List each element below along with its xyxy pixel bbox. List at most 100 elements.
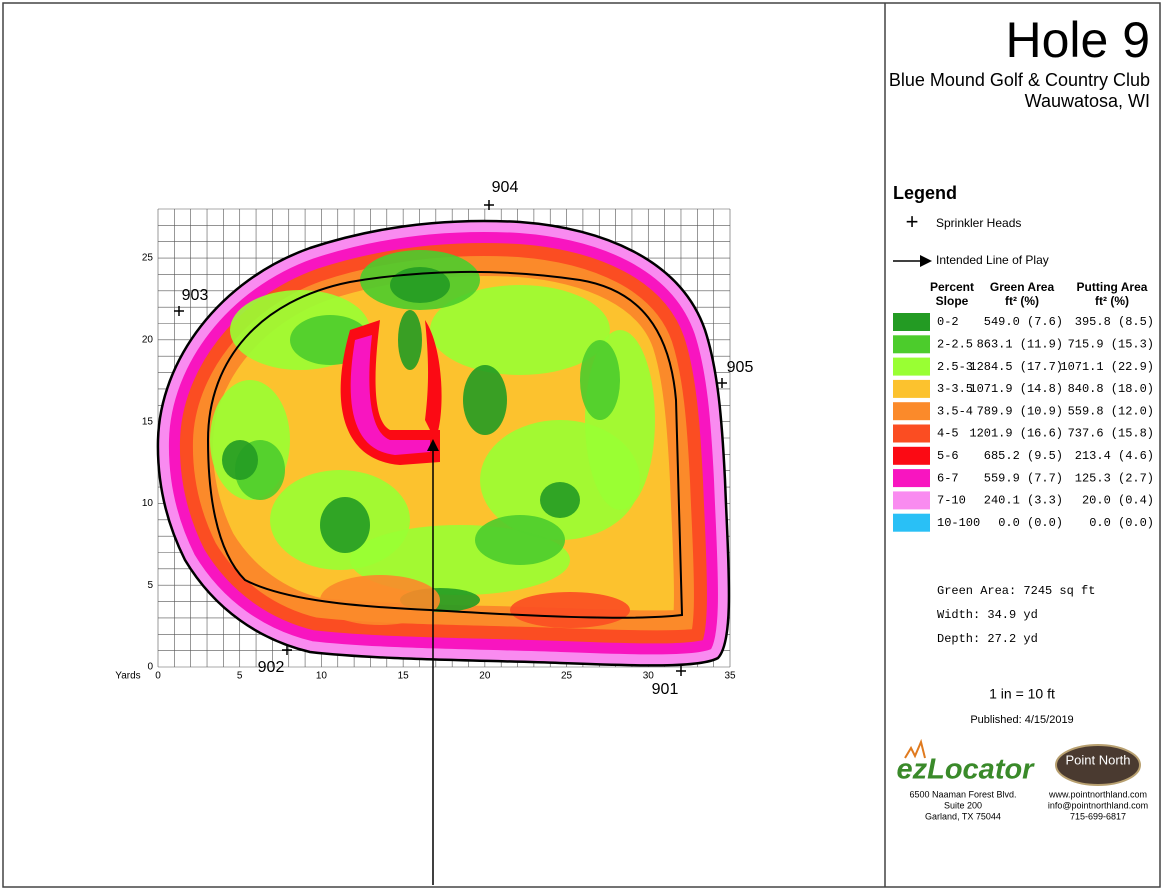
slope-range: 3.5-4 <box>937 404 973 418</box>
sprinkler <box>174 306 184 316</box>
y-tick-label: 15 <box>142 416 154 427</box>
green-outline <box>156 219 731 667</box>
y-tick-label: 10 <box>142 498 154 509</box>
green-area: 559.9 (7.7) <box>984 471 1063 485</box>
legend-swatch <box>893 469 930 488</box>
putting-outline <box>206 270 684 619</box>
sprinkler-label: Sprinkler Heads <box>936 216 1021 230</box>
axes: 0 5 10 15 20 25 30 35 0 5 10 15 20 25 Yards 901 902 903 90… <box>115 179 753 698</box>
slope-range: 7-10 <box>937 494 966 508</box>
header: ft² (%) <box>1095 294 1129 308</box>
putting-area: 20.0 (0.4) <box>1082 494 1154 508</box>
green-area: 685.2 (9.5) <box>984 449 1063 463</box>
x-tick-label: 15 <box>398 671 410 682</box>
putting-area: 395.8 (8.5) <box>1075 315 1154 329</box>
legend-swatch <box>893 491 930 510</box>
putting-area: 715.9 (15.3) <box>1068 337 1154 351</box>
legend-swatch <box>893 446 930 465</box>
putting-area: 840.8 (18.0) <box>1068 382 1154 396</box>
putting-area: 559.8 (12.0) <box>1068 404 1154 418</box>
legend-swatch <box>893 513 930 532</box>
putting-area: 213.4 (4.6) <box>1075 449 1154 463</box>
sprinkler-label: 902 <box>258 659 285 676</box>
sprinkler <box>282 645 292 655</box>
slope-zone <box>475 515 565 565</box>
slope-range: 4-5 <box>937 427 959 441</box>
sprinkler-label: 901 <box>652 681 679 698</box>
x-tick-label: 20 <box>479 671 491 682</box>
legend-swatch <box>893 424 930 443</box>
slope-range: 2.5-3 <box>937 360 973 374</box>
sprinkler-label: 903 <box>182 287 209 304</box>
slope-range: 2-2.5 <box>937 337 973 351</box>
sprinkler-label: 905 <box>727 359 754 376</box>
slope-range: 0-2 <box>937 315 959 329</box>
legend-swatch <box>893 357 930 376</box>
y-tick-label: 20 <box>142 334 154 345</box>
slope-zone <box>390 267 450 303</box>
y-tick-label: 25 <box>142 253 154 264</box>
green-area: 549.0 (7.6) <box>984 315 1063 329</box>
legend-swatch <box>893 335 930 354</box>
y-tick-label: 0 <box>147 662 153 673</box>
header: ft² (%) <box>1005 294 1039 308</box>
header: Percent <box>930 280 974 294</box>
ez-logo-mark <box>904 738 926 759</box>
scale: 1 in = 10 ft <box>989 686 1055 702</box>
putting-area: 0.0 (0.0) <box>1089 516 1154 530</box>
slope-zone <box>430 285 610 375</box>
x-tick-label: 35 <box>724 671 736 682</box>
green-area: 240.1 (3.3) <box>984 494 1063 508</box>
slope-zone <box>320 575 440 625</box>
slope-zone <box>425 320 442 440</box>
sprinkler-symbol: + <box>906 209 919 234</box>
slope-zone <box>320 497 370 553</box>
x-axis-label: Yards <box>115 671 140 682</box>
x-tick-label: 25 <box>561 671 573 682</box>
published: Published: 4/15/2019 <box>970 714 1073 726</box>
legend-swatch <box>893 313 930 331</box>
slope-zone <box>510 592 630 628</box>
green-area: 789.9 (10.9) <box>977 404 1063 418</box>
line-label: Intended Line of Play <box>936 253 1049 267</box>
x-tick-label: 0 <box>155 671 161 682</box>
sprinkler <box>717 378 727 388</box>
legend-swatch <box>893 402 930 421</box>
contact: 715-699-6817 <box>1070 811 1126 821</box>
club: Blue Mound Golf & Country Club <box>889 70 1150 90</box>
address: 6500 Naaman Forest Blvd. <box>909 789 1016 799</box>
slope-zone <box>398 310 422 370</box>
stat: Depth: 27.2 yd <box>937 632 1038 646</box>
ez-logo: ezLocator <box>897 754 1036 786</box>
legend-swatch <box>893 379 930 398</box>
y-tick-label: 5 <box>147 580 153 591</box>
legend-rows: 0-2 549.0 (7.6) 395.8 (8.5) 2-2.5 863.1 (11.… <box>893 313 1154 532</box>
slope-zone <box>580 340 620 420</box>
slope-range: 3-3.5 <box>937 382 973 396</box>
stat: Green Area: 7245 sq ft <box>937 584 1095 598</box>
stat: Width: 34.9 yd <box>937 608 1038 622</box>
slope-range: 5-6 <box>937 449 959 463</box>
slope-range: 10-100 <box>937 516 980 530</box>
sprinkler-label: 904 <box>492 179 519 196</box>
location: Wauwatosa, WI <box>1025 91 1150 111</box>
contact: www.pointnorthland.com <box>1048 789 1147 799</box>
legend-title: Legend <box>893 183 957 203</box>
sprinkler <box>484 200 494 210</box>
green-area: 1284.5 (17.7) <box>969 360 1063 374</box>
slope-zone <box>540 482 580 518</box>
header: Green Area <box>990 280 1055 294</box>
pn-logo: Point North <box>1065 752 1130 767</box>
x-tick-label: 30 <box>643 671 655 682</box>
slope-zone <box>350 335 430 455</box>
putting-area: 125.3 (2.7) <box>1075 471 1154 485</box>
pn-logo-mark <box>1055 744 1141 786</box>
header: Slope <box>936 294 969 308</box>
slope-zone <box>463 365 507 435</box>
slope-zone <box>222 440 258 480</box>
address: Garland, TX 75044 <box>925 811 1001 821</box>
address: Suite 200 <box>944 800 982 810</box>
green-area: 0.0 (0.0) <box>998 516 1063 530</box>
